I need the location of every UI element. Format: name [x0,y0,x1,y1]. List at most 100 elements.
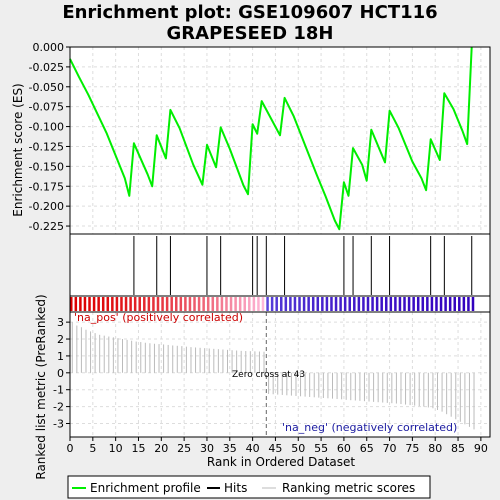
ranking-bar-segment [394,297,397,311]
ranking-bar-segment [462,297,466,311]
ranking-bar-segment [92,297,96,311]
es-tick-label: -0.050 [29,81,64,94]
ranking-bar-segment [188,297,192,311]
metric-y-ticks: 3 2 1 0 -1 -2 -3 [53,316,70,430]
x-tick-label: 45 [268,442,282,455]
x-tick-label: 65 [360,442,374,455]
x-tick-label: 80 [428,442,442,455]
legend-profile-label: Enrichment profile [90,481,201,495]
ranking-color-bar [70,297,475,311]
x-tick-label: 85 [451,442,465,455]
es-y-ticks: 0.000 -0.025 -0.050 -0.075 -0.100 -0.125 -0.15… [29,41,70,233]
ranking-bar-segment [197,297,201,311]
ranking-bar-segment [280,297,283,311]
ranking-bar-segment [165,297,169,311]
x-tick-label: 0 [67,442,74,455]
ranking-bar-segment [311,297,315,311]
metric-tick-label: 0 [57,367,64,380]
x-tick-label: 35 [223,442,237,455]
x-tick-label: 60 [337,442,351,455]
ranking-bar-segment [74,297,78,311]
ranking-bar-segment [362,297,365,311]
hits-panel [70,234,490,296]
x-tick-label: 30 [200,442,214,455]
ranking-bar-segment [453,297,456,311]
es-panel [70,47,490,234]
ranking-bar-segment [371,297,374,311]
ranking-bar-segment [293,297,297,311]
ranking-bar-segment [234,297,237,311]
ranking-bar-segment [111,297,114,311]
ranking-bar-segment [421,297,425,311]
ranking-bar-segment [353,297,356,311]
ranking-bar-segment [289,297,292,311]
ranking-bar-segment [133,297,137,311]
ranking-bar-segment [106,297,110,311]
x-tick-label: 10 [109,442,123,455]
ranking-bar-segment [79,297,82,311]
ranking-bar-segment [88,297,91,311]
ranking-bar-segment [243,297,246,311]
metric-axis-label: Ranked list metric (PreRanked) [34,294,48,479]
ranking-bar-segment [257,297,260,311]
es-tick-label: -0.150 [29,160,64,173]
ranking-bar-segment [179,297,183,311]
metric-tick-label: -3 [53,417,64,430]
ranking-bar-segment [266,297,269,311]
title-line-2: GRAPESEED 18H [166,23,334,44]
ranking-bar-segment [426,297,429,311]
ranking-bar-segment [325,297,329,311]
ranking-bar-segment [366,297,370,311]
ranking-bar-segment [448,297,452,311]
ranking-bar-segment [302,297,306,311]
metric-tick-label: 3 [57,316,64,329]
hit-marks [133,236,473,295]
x-tick-label: 25 [177,442,191,455]
x-tick-label: 15 [131,442,145,455]
ranking-bar-segment [270,297,274,311]
ranking-bar-segment [238,297,242,311]
ranking-bar-segment [321,297,324,311]
metric-tick-label: -2 [53,401,64,414]
ranking-bar-segment [225,297,228,311]
ranking-bar-segment [430,297,434,311]
ranking-bar-segment [193,297,196,311]
ranking-bar-segment [416,297,420,311]
ranking-bar-segment [307,297,310,311]
es-axis-label: Enrichment score (ES) [11,83,25,216]
metric-tick-label: -1 [53,384,64,397]
metric-gridlines [70,312,490,437]
ranking-bar-segment [467,297,470,311]
es-tick-label: -0.225 [29,220,64,233]
ranking-bar-segment [412,297,415,311]
ranking-bar-segment [161,297,164,311]
ranking-bar-segment [229,297,233,311]
ranking-bar-segment [458,297,461,311]
ranking-bar-segment [70,297,73,311]
ranking-bar-segment [147,297,151,311]
ranking-bar-segment [389,297,393,311]
x-ticks: 0 5 10 15 20 25 30 35 40 45 50 55 60 65 70 75 80 85 90 [67,437,488,455]
legend-hits-label: Hits [224,481,247,495]
metric-tick-label: 2 [57,333,64,346]
ranking-bar-segment [407,297,411,311]
es-tick-label: -0.025 [29,61,64,74]
legend-box [67,475,431,499]
ranking-bar-segment [156,297,160,311]
ranking-bar-segment [398,297,402,311]
ranking-bar-segment [380,297,383,311]
pos-label: 'na_pos' (positively correlated) [74,311,243,324]
ranking-bar-segment [220,297,224,311]
metric-panel [70,312,490,437]
ranking-bar-segment [339,297,342,311]
ranking-bar-segment [170,297,173,311]
ranking-bar-segment [206,297,210,311]
x-tick-label: 70 [383,442,397,455]
ranking-bar-segment [138,297,141,311]
ranking-bar-segment [261,297,265,311]
ranking-bar-segment [152,297,155,311]
ranking-bar-segment [435,297,438,311]
ranking-bar-segment [357,297,361,311]
ranking-bar-segment [124,297,128,311]
